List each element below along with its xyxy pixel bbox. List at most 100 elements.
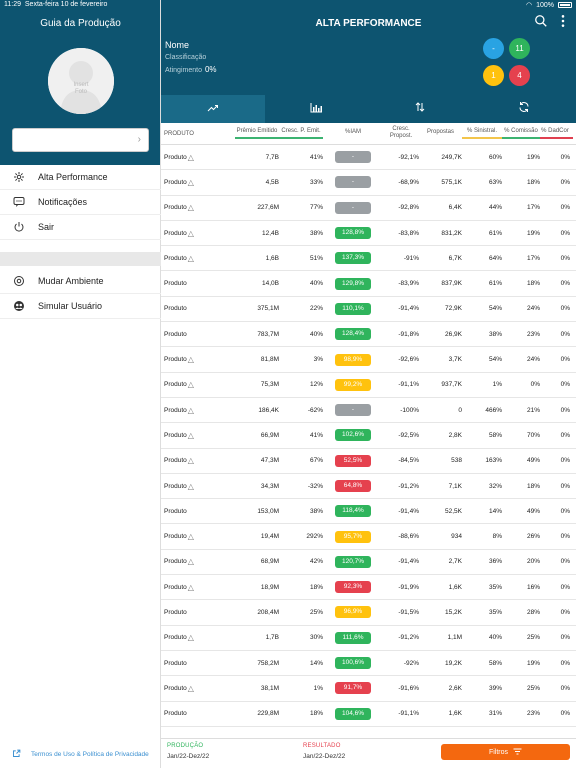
table-row[interactable]: Produto △ 227,6M 77% - -92,8% 6,4K 44% 17% 0% [161,196,576,221]
cell-produto[interactable]: Produto △ [164,430,194,440]
col-produto[interactable]: PRODUTO [164,130,194,137]
table-row[interactable]: Produto △ 66,9M 41% 102,6% -92,5% 2,8K 58% 70% 0% [161,423,576,449]
sidebar-item-notificacoes[interactable]: Notificações [0,190,161,215]
sidebar-item-alta-performance[interactable]: Alta Performance [0,165,161,190]
cell-produto[interactable]: Produto △ [164,355,194,365]
warning-triangle-icon[interactable]: △ [187,582,194,592]
status-circle-red[interactable]: 4 [509,65,530,86]
warning-triangle-icon[interactable]: △ [187,152,194,162]
cell-cresc-premio: 292% [306,533,323,541]
cell-premio: 19,4M [260,533,279,541]
cell-sinistral: 60% [488,153,502,161]
status-circle-blue[interactable]: - [483,38,504,59]
cell-produto[interactable]: Produto △ [164,203,194,213]
cell-comissao: 49% [526,507,540,515]
table-row[interactable]: Produto △ 186,4K -62% - -100% 0 466% 21% 0% [161,398,576,424]
table-row[interactable]: Produto 375,1M 22% 110,1% -91,4% 72,9K 54% 24% 0… [161,297,576,323]
table-row[interactable]: Produto △ 1,7B 30% 111,6% -91,2% 1,1M 40% 25% 0% [161,626,576,651]
sidebar-item-sair[interactable]: Sair [0,215,161,240]
col-iam[interactable]: %IAM [344,129,361,135]
tab-refresh[interactable] [472,95,576,123]
cell-produto[interactable]: Produto [164,330,187,338]
tab-sort[interactable] [369,95,473,123]
cell-produto[interactable]: Produto △ [164,177,194,187]
cell-produto[interactable]: Produto △ [164,253,194,263]
table-row[interactable]: Produto △ 38,1M 1% 91,7% -91,6% 2,6K 39% 25% 0% [161,676,576,702]
cell-cresc-premio: 40% [309,330,323,338]
cell-produto[interactable]: Produto △ [164,405,194,415]
table-row[interactable]: Produto △ 34,3M -32% 64,8% -91,2% 7,1K 32% 18% 0% [161,474,576,500]
warning-triangle-icon[interactable]: △ [187,430,194,440]
cell-produto[interactable]: Produto △ [164,683,194,693]
col-propostas[interactable]: Propostas [426,129,454,135]
tab-trend[interactable] [161,95,265,123]
warning-triangle-icon[interactable]: △ [187,177,194,187]
warning-triangle-icon[interactable]: △ [187,228,194,238]
warning-triangle-icon[interactable]: △ [187,203,194,213]
table-row[interactable]: Produto △ 75,3M 12% 99,2% -91,1% 937,7K 1% 0% 0% [161,373,576,398]
cell-produto[interactable]: Produto △ [164,481,194,491]
warning-triangle-icon[interactable]: △ [187,532,194,542]
table-row[interactable]: Produto △ 81,8M 3% 98,9% -92,6% 3,7K 54% 24% 0% [161,347,576,373]
sidebar-item-mudar-ambiente[interactable]: Mudar Ambiente [0,269,161,294]
cell-produto[interactable]: Produto △ [164,456,194,466]
table-row[interactable]: Produto △ 1,6B 51% 137,3% -91% 6,7K 64% 17% 0% [161,246,576,272]
cell-produto[interactable]: Produto [164,305,187,313]
table-row[interactable]: Produto 153,0M 38% 118,4% -91,4% 52,5K 14% 49% 0… [161,499,576,525]
col-sinistral[interactable]: % Sinistral. [462,128,502,139]
terms-link[interactable]: Termos de Uso & Política de Privacidade [12,749,149,760]
profile-selector[interactable]: › [12,128,149,152]
status-circle-yellow[interactable]: 1 [483,65,504,86]
warning-triangle-icon[interactable]: △ [187,633,194,643]
warning-triangle-icon[interactable]: △ [187,683,194,693]
cell-produto[interactable]: Produto △ [164,152,194,162]
table-row[interactable]: Produto 229,8M 18% 104,6% -91,1% 1,6K 31% 23% 0% [161,702,576,727]
table-row[interactable]: Produto 14,0B 40% 129,8% -83,9% 837,9K 61% 18% 0… [161,271,576,297]
warning-triangle-icon[interactable]: △ [187,355,194,365]
col-cresc-propost[interactable]: Cresc. Propost. [389,125,413,139]
warning-triangle-icon[interactable]: △ [187,481,194,491]
table-row[interactable]: Produto △ 18,9M 18% 92,3% -91,9% 1,6K 35% 16% 0% [161,575,576,601]
warning-triangle-icon[interactable]: △ [187,405,194,415]
status-circle-green[interactable]: 11 [509,38,530,59]
warning-triangle-icon[interactable]: △ [187,557,194,567]
cell-produto[interactable]: Produto △ [164,633,194,643]
cell-produto[interactable]: Produto [164,608,187,616]
table-row[interactable]: Produto △ 12,4B 38% 128,8% -83,8% 831,2K 61% 19%… [161,221,576,247]
cell-produto[interactable]: Produto [164,507,187,515]
cell-produto[interactable]: Produto △ [164,557,194,567]
col-premio-emitido[interactable]: Prêmio Emitido [235,128,279,139]
table-row[interactable]: Produto 758,2M 14% 100,6% -92% 19,2K 58% 19% 0% [161,651,576,677]
table-row[interactable]: Produto △ 19,4M 292% 95,7% -88,6% 934 8% 26% 0% [161,524,576,550]
cell-comissao: 23% [526,710,540,718]
warning-triangle-icon[interactable]: △ [187,253,194,263]
more-vertical-icon[interactable] [560,14,566,33]
cell-produto[interactable]: Produto △ [164,228,194,238]
cell-sinistral: 163% [485,457,502,465]
col-comissao[interactable]: % Comissão [502,128,540,139]
resultado-period[interactable]: RESULTADO Jan/22-Dez/22 [303,743,346,760]
col-dadcor[interactable]: % DadCor [540,128,573,139]
col-cresc-p-emit[interactable]: Cresc. P. Emit. [279,128,323,139]
cell-produto[interactable]: Produto [164,710,187,718]
cell-premio: 1,7B [265,634,279,642]
avatar[interactable]: Insert Foto [48,48,114,114]
producao-period[interactable]: PRODUÇÃO Jan/22-Dez/22 [167,743,210,760]
table-row[interactable]: Produto △ 7,7B 41% - -92,1% 249,7K 60% 19% 0% [161,145,576,171]
table-row[interactable]: Produto 783,7M 40% 128,4% -91,8% 26,9K 38% 23% 0… [161,322,576,348]
search-icon[interactable] [534,14,548,33]
cell-produto[interactable]: Produto △ [164,532,194,542]
cell-produto[interactable]: Produto △ [164,380,194,390]
cell-produto[interactable]: Produto [164,659,187,667]
cell-produto[interactable]: Produto △ [164,582,194,592]
cell-produto[interactable]: Produto [164,280,187,288]
filters-button[interactable]: Filtros [441,744,570,760]
sidebar-item-simular-usuario[interactable]: Simular Usuário [0,294,161,319]
warning-triangle-icon[interactable]: △ [187,456,194,466]
table-row[interactable]: Produto △ 4,5B 33% - -68,9% 575,1K 63% 18% 0% [161,170,576,196]
table-row[interactable]: Produto △ 68,9M 42% 120,7% -91,4% 2,7K 36% 20% 0% [161,550,576,576]
warning-triangle-icon[interactable]: △ [187,380,194,390]
table-row[interactable]: Produto △ 47,3M 67% 52,5% -84,5% 538 163% 49% 0% [161,449,576,474]
table-row[interactable]: Produto 208,4M 25% 96,9% -91,5% 15,2K 35% 28% 0% [161,600,576,626]
tab-bar-chart[interactable] [265,95,369,123]
